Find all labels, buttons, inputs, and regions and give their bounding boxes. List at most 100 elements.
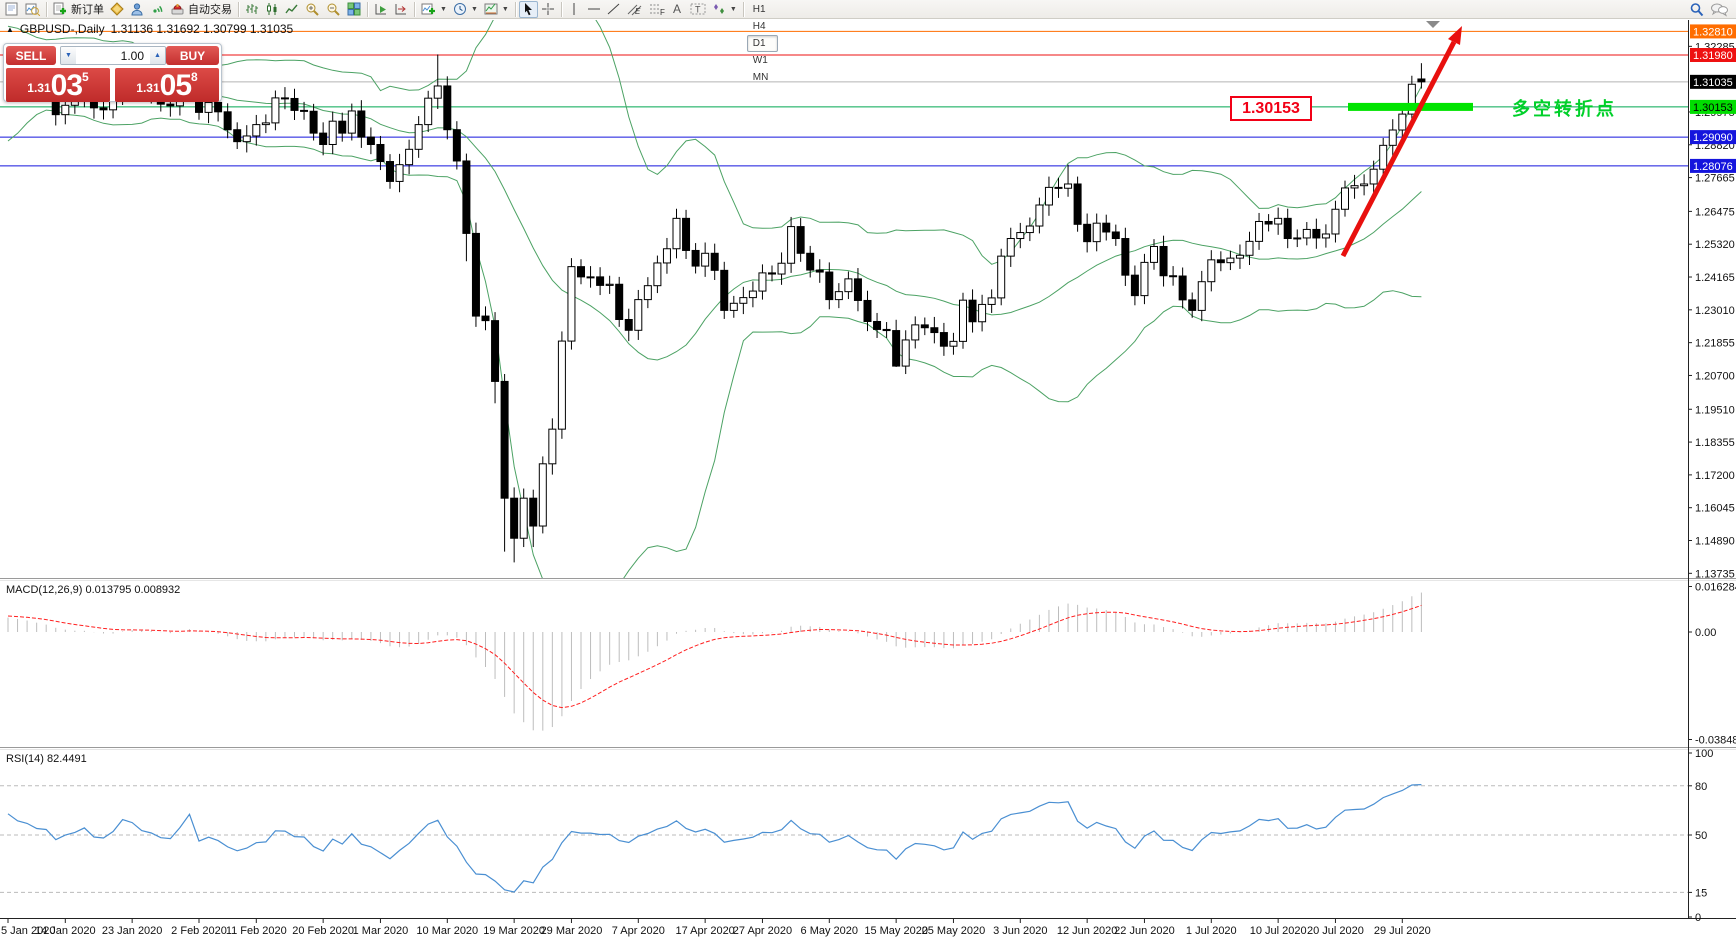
svg-text:15: 15 (1695, 887, 1707, 899)
svg-text:F: F (660, 8, 665, 16)
volume-input[interactable] (76, 47, 150, 64)
svg-text:1.29090: 1.29090 (1693, 132, 1733, 144)
svg-text:T: T (695, 5, 701, 15)
buy-button[interactable]: BUY (166, 46, 219, 65)
chart-title: ▲ GBPUSD-,Daily 1.31136 1.31692 1.30799 … (6, 22, 293, 36)
zoom-in-icon[interactable] (302, 1, 323, 18)
trend-arrow-head (1448, 26, 1462, 45)
autoscroll-icon[interactable] (371, 1, 391, 18)
macd-indicator (7, 592, 1422, 731)
fibonacci-button[interactable]: F (646, 1, 668, 18)
timeframe-w1[interactable]: W1 (752, 54, 768, 66)
timeframe-d1[interactable]: D1 (746, 34, 779, 52)
price-label-badge (1690, 48, 1736, 62)
price-label-badge (1690, 130, 1736, 145)
date-tick: 27 Apr 2020 (733, 925, 792, 937)
signals-icon[interactable] (147, 1, 167, 18)
line-chart-icon[interactable] (282, 1, 302, 18)
svg-text:1.30153: 1.30153 (1693, 102, 1733, 114)
price-tick: 1.23010 (1695, 305, 1735, 317)
template-button[interactable]: ▼ (481, 1, 512, 18)
sell-price-figure: 1.31 (27, 81, 51, 95)
dropdown-caret: ▼ (729, 5, 737, 13)
volume-increase-button[interactable]: ▲ (150, 47, 165, 64)
market-icon[interactable] (107, 1, 127, 18)
bar-chart-icon[interactable] (242, 1, 262, 18)
svg-text:0: 0 (1695, 912, 1701, 924)
date-tick: 20 Jul 2020 (1307, 925, 1364, 937)
arrows-button[interactable]: ▼ (709, 1, 740, 18)
text-button[interactable]: A (668, 1, 687, 18)
vertical-line-button[interactable] (565, 1, 584, 18)
sell-button[interactable]: SELL (6, 46, 56, 65)
new-order-button[interactable]: 新订单 (50, 1, 107, 18)
date-tick: 1 Jul 2020 (1186, 925, 1237, 937)
sell-price-point: 5 (82, 70, 89, 84)
price-tick: 1.17200 (1695, 470, 1735, 482)
price-tick: 1.18355 (1695, 437, 1735, 449)
date-tick: 25 May 2020 (922, 925, 986, 937)
price-tick: 1.20700 (1695, 370, 1735, 382)
channel-button[interactable]: E (624, 1, 646, 18)
svg-text:-0.038485: -0.038485 (1695, 735, 1736, 747)
separator (46, 1, 47, 17)
tile-windows-icon[interactable] (344, 1, 364, 18)
chart-shift-marker[interactable] (1426, 21, 1440, 28)
buy-price-box[interactable]: 1.31 05 8 (115, 68, 219, 102)
date-tick: 19 Mar 2020 (483, 925, 545, 937)
new-chart-button[interactable] (2, 1, 22, 18)
trendline-button[interactable] (604, 1, 624, 18)
svg-text:0.00: 0.00 (1695, 627, 1716, 639)
timeframe-mn[interactable]: MN (752, 71, 769, 83)
volume-decrease-button[interactable]: ▼ (61, 47, 76, 64)
buy-price-pips: 05 (159, 69, 192, 102)
svg-text:50: 50 (1695, 830, 1707, 842)
date-tick: 20 Feb 2020 (292, 925, 354, 937)
chart-shift-icon[interactable] (391, 1, 411, 18)
buy-price-figure: 1.31 (136, 81, 160, 95)
price-label-badge (1690, 74, 1736, 89)
price-tick: 1.14890 (1695, 536, 1735, 548)
price-tick: 1.16045 (1695, 503, 1735, 515)
timeframe-buttons: M1M5M15M30H1H4D1W1MN (746, 0, 779, 86)
horizontal-line-button[interactable] (584, 1, 604, 18)
price-label-badge (1690, 158, 1736, 173)
sell-price-box[interactable]: 1.31 03 5 (6, 68, 110, 102)
svg-text:A: A (673, 2, 681, 16)
chat-icon[interactable] (1710, 2, 1728, 17)
autotrading-button[interactable]: 自动交易 (167, 1, 235, 18)
svg-text:0.016284: 0.016284 (1695, 582, 1736, 594)
indicators-button[interactable]: ▼ (418, 1, 450, 18)
macd-label: MACD(12,26,9) 0.013795 0.008932 (6, 584, 180, 596)
zoom-out-icon[interactable] (323, 1, 344, 18)
price-label-badge (1690, 24, 1736, 39)
collapse-triangle-icon[interactable]: ▲ (6, 25, 14, 34)
rsi-indicator (7, 784, 1422, 893)
candlestick-chart-icon[interactable] (262, 1, 282, 18)
price-label-badge (1690, 99, 1736, 114)
timeframe-h1[interactable]: H1 (752, 3, 766, 15)
date-tick: 22 Jun 2020 (1114, 925, 1175, 937)
community-icon[interactable] (127, 1, 147, 18)
crosshair-button[interactable] (538, 1, 558, 18)
profiles-icon[interactable] (22, 1, 43, 18)
price-tick: 1.21855 (1695, 338, 1735, 350)
timeframe-h4[interactable]: H4 (752, 20, 766, 32)
turning-point-annotation: 多空转折点 (1512, 99, 1617, 119)
date-tick: 14 Jan 2020 (35, 925, 96, 937)
price-level-annotation: 1.30153 (1230, 96, 1312, 121)
date-tick: 12 Jun 2020 (1057, 925, 1118, 937)
date-tick: 5 Jan 2020 (1, 925, 55, 937)
date-tick: 1 Mar 2020 (353, 925, 409, 937)
svg-text:E: E (635, 7, 641, 16)
date-tick: 15 May 2020 (864, 925, 928, 937)
periods-button[interactable]: ▼ (450, 1, 481, 18)
search-icon[interactable] (1689, 2, 1704, 17)
price-tick: 1.19510 (1695, 404, 1735, 416)
separator (367, 1, 368, 17)
dropdown-caret: ▼ (440, 5, 447, 13)
cursor-button[interactable] (518, 0, 538, 18)
text-label-button[interactable]: T (687, 1, 709, 18)
